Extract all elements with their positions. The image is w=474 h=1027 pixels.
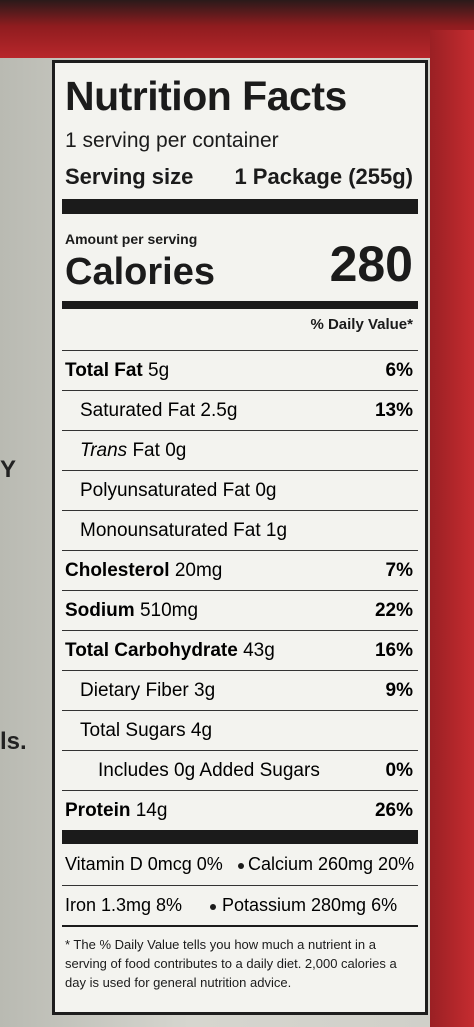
- nutrient-dv: 26%: [374, 800, 413, 821]
- servings: 1 serving per container: [65, 129, 279, 152]
- nutrient-name-italic: Trans: [80, 440, 128, 461]
- nutrient-row: Total Carbohydrate 43g 16%: [62, 630, 418, 671]
- nutrient-amount: 0g: [255, 480, 277, 501]
- nutrient-name: Fat: [132, 440, 160, 461]
- nutrient-dv: 16%: [374, 640, 413, 661]
- side-text: Y: [0, 456, 17, 483]
- nutrient-name: Total Sugars: [80, 720, 186, 741]
- nutrition-label: Nutrition Facts 1 serving per container …: [52, 60, 428, 1015]
- vitamin-row: Vitamin D 0mcg 0% Calcium 260mg 20%: [62, 845, 418, 885]
- nutrient-row: Polyunsaturated Fat 0g: [62, 470, 418, 511]
- nutrient-name: Protein: [65, 800, 131, 821]
- nutrient-amount: 43g: [243, 640, 275, 661]
- nutrient-row: Cholesterol 20mg 7%: [62, 550, 418, 591]
- nutrient-amount: 510mg: [139, 600, 199, 621]
- nutrient-row: Monounsaturated Fat 1g: [62, 510, 418, 551]
- nutrient-amount: 14g: [135, 800, 168, 821]
- vitamin-row: Iron 1.3mg 8% Potassium 280mg 6%: [62, 885, 418, 926]
- nutrient-row: Trans Fat 0g: [62, 430, 418, 471]
- nutrient-name: Monounsaturated Fat: [80, 520, 261, 541]
- calories-value: 280: [329, 236, 413, 292]
- serving-size-label: Serving size: [65, 164, 194, 189]
- nutrient-amount: 4g: [190, 720, 213, 741]
- nutrient-name: Sodium: [65, 600, 135, 621]
- amount-per-serving: Amount per serving: [65, 231, 198, 247]
- rule: [62, 301, 418, 309]
- nutrient-amount: 0g: [165, 440, 187, 461]
- nutrient-row: Saturated Fat 2.5g 13%: [62, 390, 418, 431]
- rule: [62, 199, 418, 214]
- side-text: ls.: [0, 728, 27, 755]
- nutrient-amount: 2.5g: [200, 400, 238, 421]
- nutrient-name: Cholesterol: [65, 560, 170, 581]
- nutrient-amount: 20mg: [174, 560, 223, 581]
- nutrient-name: Saturated Fat: [80, 400, 196, 421]
- nutrient-name: Total Fat: [65, 360, 143, 381]
- serving-size-value: 1 Package (255g): [234, 164, 413, 189]
- nutrient-amount: 1g: [265, 520, 288, 541]
- nutrient-dv: 22%: [374, 600, 413, 621]
- nutrient-name: Includes 0g Added Sugars: [98, 760, 320, 781]
- rule: [62, 830, 418, 844]
- vitamin: Iron 1.3mg 8%: [65, 895, 183, 915]
- nutrient-dv: 0%: [385, 760, 413, 781]
- nutrient-amount: 3g: [194, 680, 216, 701]
- nutrient-dv: 9%: [385, 680, 413, 701]
- vitamin: Calcium 260mg 20%: [248, 854, 415, 874]
- nutrient-row: Dietary Fiber 3g 9%: [62, 670, 418, 711]
- nutrient-row: Protein 14g 26%: [62, 790, 418, 831]
- nutrient-row: Total Sugars 4g: [62, 710, 418, 751]
- vitamin: Vitamin D 0mcg 0%: [65, 854, 223, 874]
- nutrient-row: Total Fat 5g 6%: [62, 350, 418, 391]
- title: Nutrition Facts: [65, 73, 347, 119]
- nutrient-name: Total Carbohydrate: [65, 640, 238, 661]
- nutrient-amount: 5g: [148, 360, 170, 381]
- nutrient-dv: 6%: [385, 360, 413, 381]
- nutrient-name: Polyunsaturated Fat: [80, 480, 251, 501]
- footnote: * The % Daily Value tells you how much a…: [65, 937, 397, 990]
- nutrient-row: Includes 0g Added Sugars 0%: [62, 750, 418, 791]
- vitamin: Potassium 280mg 6%: [222, 895, 398, 915]
- box-edge: [0, 0, 474, 58]
- box-edge: [430, 30, 474, 1027]
- nutrient-dv: 13%: [374, 400, 413, 421]
- calories-label: Calories: [65, 251, 215, 293]
- nutrient-row: Sodium 510mg 22%: [62, 590, 418, 631]
- rule: [62, 925, 418, 927]
- daily-value-header: % Daily Value*: [310, 316, 413, 333]
- nutrient-name: Dietary Fiber: [80, 680, 189, 701]
- nutrient-dv: 7%: [385, 560, 413, 581]
